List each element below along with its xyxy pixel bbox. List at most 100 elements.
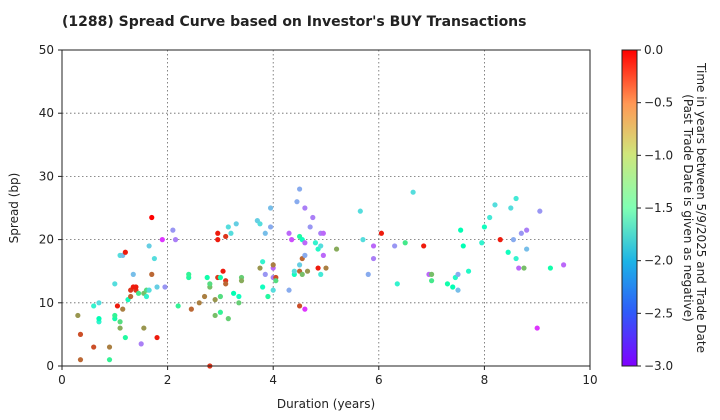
scatter-point bbox=[270, 262, 276, 268]
scatter-point bbox=[323, 265, 329, 271]
scatter-point bbox=[236, 300, 242, 306]
scatter-point bbox=[114, 303, 121, 309]
scatter-point bbox=[170, 227, 176, 233]
scatter-point bbox=[215, 237, 221, 243]
scatter-point bbox=[270, 287, 276, 293]
scatter-point bbox=[151, 255, 157, 262]
scatter-point bbox=[262, 271, 268, 277]
scatter-point bbox=[117, 325, 123, 331]
scatter-point bbox=[291, 268, 297, 274]
scatter-point bbox=[196, 300, 202, 306]
scatter-point bbox=[162, 284, 168, 290]
x-tick-label: 4 bbox=[269, 373, 277, 387]
scatter-point bbox=[238, 278, 245, 284]
colorbar-tick-label: −1.0 bbox=[644, 148, 673, 162]
scatter-point bbox=[318, 271, 324, 277]
scatter-point bbox=[510, 237, 517, 243]
scatter-point bbox=[149, 271, 155, 277]
y-tick-label: 40 bbox=[39, 106, 54, 120]
scatter-point bbox=[154, 284, 160, 290]
colorbar-tick-label: −2.0 bbox=[644, 254, 673, 268]
scatter-point bbox=[465, 268, 472, 274]
y-tick-label: 30 bbox=[39, 169, 54, 183]
scatter-point bbox=[315, 265, 321, 271]
scatter-point bbox=[365, 271, 371, 277]
colorbar-tick-label: −1.5 bbox=[644, 201, 673, 215]
scatter-point bbox=[96, 316, 102, 322]
scatter-point bbox=[487, 214, 493, 221]
scatter-point bbox=[394, 281, 400, 287]
x-tick-label: 6 bbox=[375, 373, 383, 387]
scatter-point bbox=[521, 265, 527, 271]
scatter-point bbox=[120, 306, 126, 312]
scatter-point bbox=[297, 303, 303, 309]
scatter-point bbox=[450, 284, 456, 290]
scatter-point bbox=[421, 243, 427, 249]
x-axis-ticks: 0 2 4 6 8 10 bbox=[58, 366, 598, 387]
scatter-point bbox=[212, 297, 218, 303]
scatter-point bbox=[320, 252, 326, 258]
scatter-point bbox=[267, 224, 274, 230]
scatter-point bbox=[460, 243, 466, 249]
scatter-point bbox=[273, 278, 279, 284]
scatter-point bbox=[444, 281, 451, 287]
scatter-point bbox=[220, 268, 226, 274]
colorbar-tick-label: −2.5 bbox=[644, 306, 673, 320]
scatter-point bbox=[410, 189, 416, 195]
scatter-point bbox=[497, 237, 503, 243]
scatter-point bbox=[513, 255, 519, 262]
scatter-point bbox=[212, 312, 218, 319]
scatter-point bbox=[265, 293, 271, 300]
scatter-point bbox=[370, 243, 377, 249]
scatter-point bbox=[223, 281, 229, 287]
scatter-point bbox=[481, 224, 487, 230]
colorbar-label-line1: Time in years between 5/9/2025 and Trade… bbox=[694, 62, 708, 353]
scatter-point bbox=[318, 243, 324, 249]
scatter-point bbox=[96, 300, 102, 306]
scatter-point bbox=[225, 224, 231, 230]
scatter-point bbox=[172, 237, 179, 243]
scatter-point bbox=[154, 334, 160, 341]
scatter-point bbox=[91, 344, 97, 350]
scatter-point bbox=[455, 287, 461, 293]
scatter-point bbox=[513, 195, 519, 202]
x-tick-label: 2 bbox=[164, 373, 172, 387]
scatter-point bbox=[106, 344, 113, 350]
scatter-point bbox=[260, 259, 266, 265]
scatter-point bbox=[149, 214, 155, 221]
scatter-point bbox=[236, 293, 242, 300]
scatter-point bbox=[505, 249, 511, 255]
scatter-point bbox=[75, 312, 81, 319]
scatter-point bbox=[257, 265, 263, 271]
scatter-point bbox=[304, 268, 311, 274]
scatter-point bbox=[130, 271, 136, 277]
scatter-point bbox=[286, 230, 292, 236]
scatter-point bbox=[297, 262, 303, 268]
scatter-point bbox=[537, 208, 543, 214]
scatter-point bbox=[307, 224, 313, 230]
scatter-point bbox=[217, 309, 223, 315]
scatter-point bbox=[516, 265, 522, 271]
scatter-point bbox=[133, 284, 139, 290]
scatter-point bbox=[297, 186, 303, 192]
scatter-point bbox=[547, 265, 554, 271]
scatter-point bbox=[524, 227, 530, 233]
scatter-point bbox=[289, 237, 295, 243]
scatter-point bbox=[159, 237, 165, 243]
x-tick-label: 8 bbox=[481, 373, 489, 387]
scatter-point bbox=[77, 331, 84, 337]
scatter-point bbox=[228, 230, 234, 236]
scatter-point bbox=[77, 357, 84, 363]
scatter-point bbox=[217, 274, 223, 281]
scatter-point bbox=[91, 303, 97, 309]
scatter-point bbox=[294, 199, 300, 205]
scatter-point bbox=[267, 205, 274, 211]
scatter-point bbox=[302, 205, 308, 211]
scatter-point bbox=[138, 341, 144, 347]
scatter-point bbox=[186, 271, 192, 277]
scatter-point bbox=[561, 262, 567, 268]
scatter-point bbox=[175, 303, 181, 309]
scatter-point bbox=[146, 243, 152, 249]
scatter-points bbox=[75, 186, 567, 369]
scatter-point bbox=[122, 334, 128, 341]
